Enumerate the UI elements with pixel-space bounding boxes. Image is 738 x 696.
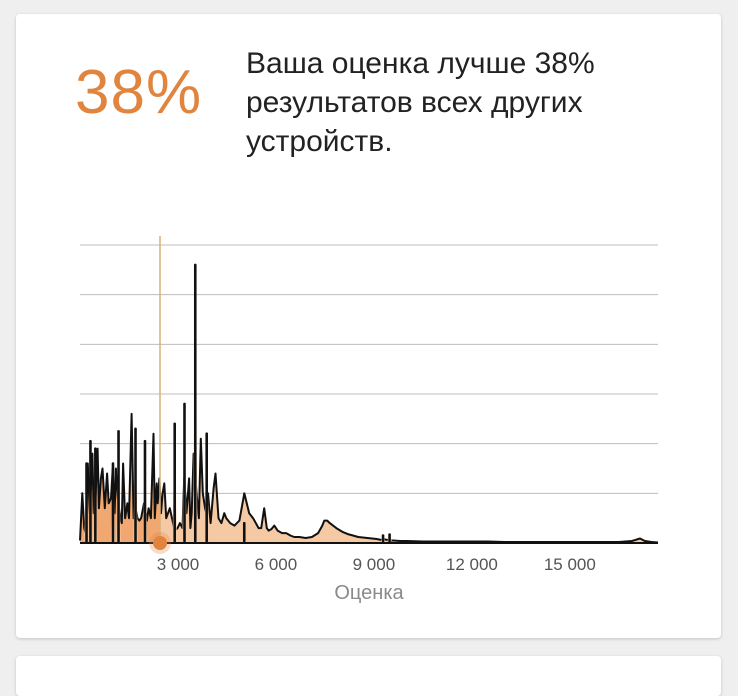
chart-gridlines (80, 244, 658, 494)
score-distribution-chart: 3 000 6 000 9 000 12 000 15 000 Оценка (79, 236, 659, 604)
x-tick-label: 15 000 (544, 555, 596, 574)
x-axis-ticks: 3 000 6 000 9 000 12 000 15 000 (157, 555, 596, 574)
x-tick-label: 9 000 (353, 555, 396, 574)
x-tick-label: 3 000 (157, 555, 200, 574)
chart-spikes (80, 263, 658, 544)
chart-area-layer (79, 412, 659, 544)
distribution-area (80, 413, 658, 543)
percentile-value: 38% (75, 58, 203, 127)
x-tick-label: 6 000 (255, 555, 298, 574)
x-tick-label: 12 000 (446, 555, 498, 574)
distribution-area-below-user (80, 413, 161, 543)
user-score-marker-layer (149, 236, 172, 554)
distribution-line (79, 412, 659, 544)
percentile-summary: Ваша оценка лучше 38% результатов всех д… (246, 47, 595, 158)
x-axis-title: Оценка (334, 582, 404, 604)
user-score-dot (153, 536, 168, 550)
